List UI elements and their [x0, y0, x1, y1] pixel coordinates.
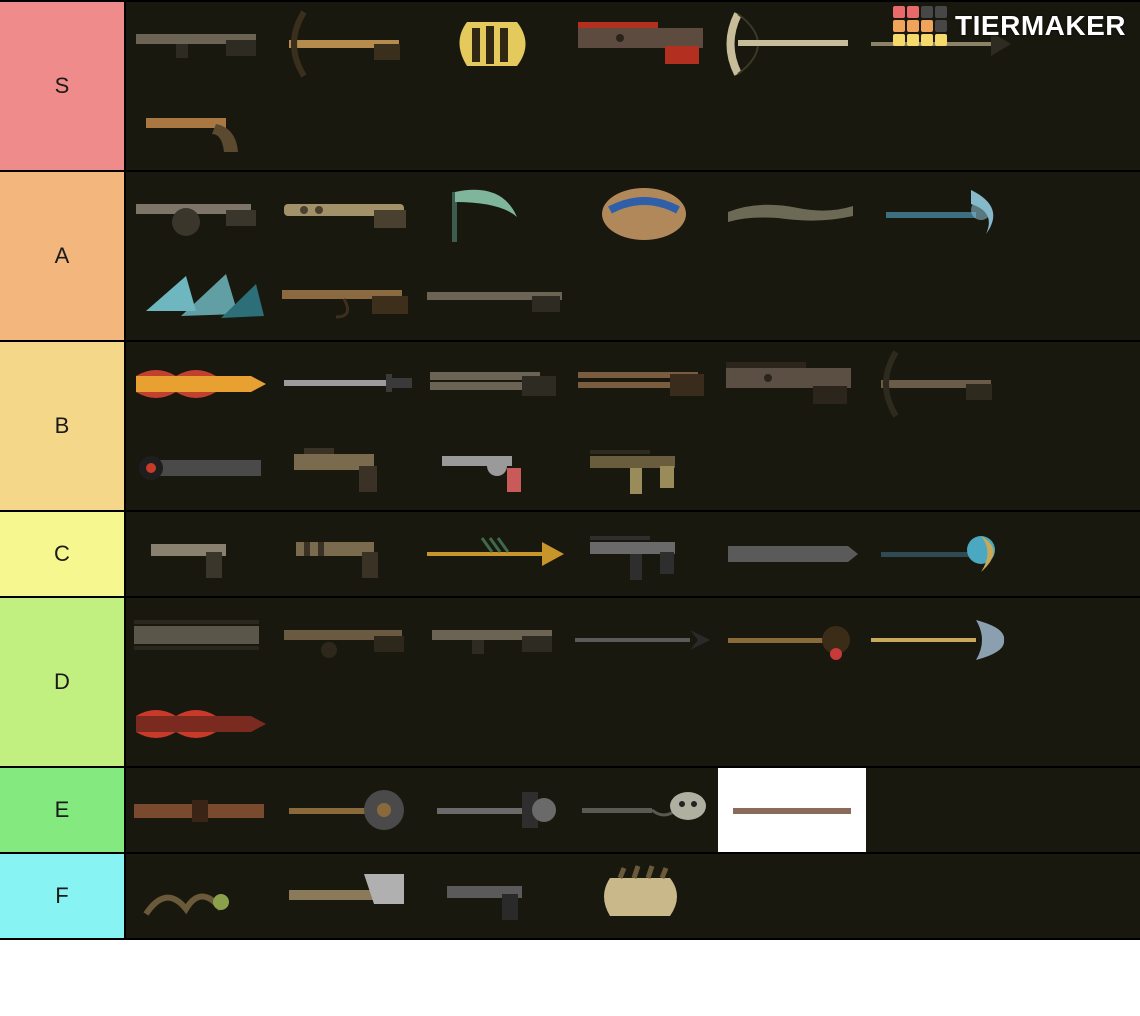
weapon-d-3[interactable]	[422, 598, 570, 682]
weapon-c-4[interactable]	[570, 512, 718, 596]
weapon-b-1[interactable]	[126, 342, 274, 426]
weapon-a-4[interactable]	[570, 172, 718, 256]
weapon-e-1[interactable]	[126, 768, 274, 852]
weapon-f-4[interactable]	[570, 854, 718, 938]
tier-list: TIERMAKER SABCDEF	[0, 0, 1140, 940]
weapon-f-3[interactable]	[422, 854, 570, 938]
weapon-c-5[interactable]	[718, 512, 866, 596]
tier-label[interactable]: S	[0, 2, 126, 170]
weapon-b-6[interactable]	[866, 342, 1014, 426]
weapon-a-1[interactable]	[126, 172, 274, 256]
tier-label[interactable]: A	[0, 172, 126, 340]
weapon-b-7[interactable]	[126, 426, 274, 510]
weapon-s-6[interactable]	[866, 2, 1014, 86]
weapon-s-7[interactable]	[126, 86, 274, 170]
tier-items[interactable]	[126, 2, 1140, 170]
weapon-c-1[interactable]	[126, 512, 274, 596]
tier-items[interactable]	[126, 768, 1140, 852]
weapon-c-6[interactable]	[866, 512, 1014, 596]
weapon-a-3[interactable]	[422, 172, 570, 256]
weapon-e-5[interactable]	[718, 768, 866, 852]
weapon-d-7[interactable]	[126, 682, 274, 766]
tier-items[interactable]	[126, 512, 1140, 596]
weapon-d-2[interactable]	[274, 598, 422, 682]
weapon-s-2[interactable]	[274, 2, 422, 86]
weapon-b-3[interactable]	[422, 342, 570, 426]
weapon-b-10[interactable]	[570, 426, 718, 510]
weapon-b-9[interactable]	[422, 426, 570, 510]
tier-row-b: B	[0, 340, 1140, 510]
tier-row-d: D	[0, 596, 1140, 766]
tier-label[interactable]: D	[0, 598, 126, 766]
weapon-s-4[interactable]	[570, 2, 718, 86]
weapon-d-5[interactable]	[718, 598, 866, 682]
weapon-s-1[interactable]	[126, 2, 274, 86]
weapon-d-1[interactable]	[126, 598, 274, 682]
tier-row-f: F	[0, 852, 1140, 940]
tier-label[interactable]: C	[0, 512, 126, 596]
weapon-a-2[interactable]	[274, 172, 422, 256]
weapon-a-8[interactable]	[274, 256, 422, 340]
weapon-s-5[interactable]	[718, 2, 866, 86]
weapon-f-2[interactable]	[274, 854, 422, 938]
weapon-e-2[interactable]	[274, 768, 422, 852]
weapon-a-6[interactable]	[866, 172, 1014, 256]
weapon-c-2[interactable]	[274, 512, 422, 596]
weapon-b-2[interactable]	[274, 342, 422, 426]
tier-items[interactable]	[126, 342, 1140, 510]
tier-label[interactable]: E	[0, 768, 126, 852]
tier-items[interactable]	[126, 598, 1140, 766]
weapon-s-3[interactable]	[422, 2, 570, 86]
tier-row-c: C	[0, 510, 1140, 596]
tier-row-e: E	[0, 766, 1140, 852]
weapon-b-8[interactable]	[274, 426, 422, 510]
tier-row-a: A	[0, 170, 1140, 340]
weapon-a-9[interactable]	[422, 256, 570, 340]
weapon-c-3[interactable]	[422, 512, 570, 596]
weapon-f-1[interactable]	[126, 854, 274, 938]
tier-items[interactable]	[126, 172, 1140, 340]
weapon-b-5[interactable]	[718, 342, 866, 426]
tier-label[interactable]: B	[0, 342, 126, 510]
weapon-b-4[interactable]	[570, 342, 718, 426]
weapon-a-7[interactable]	[126, 256, 274, 340]
weapon-e-4[interactable]	[570, 768, 718, 852]
weapon-d-6[interactable]	[866, 598, 1014, 682]
tier-row-s: S	[0, 0, 1140, 170]
weapon-d-4[interactable]	[570, 598, 718, 682]
tier-items[interactable]	[126, 854, 1140, 938]
weapon-e-3[interactable]	[422, 768, 570, 852]
tier-label[interactable]: F	[0, 854, 126, 938]
weapon-a-5[interactable]	[718, 172, 866, 256]
